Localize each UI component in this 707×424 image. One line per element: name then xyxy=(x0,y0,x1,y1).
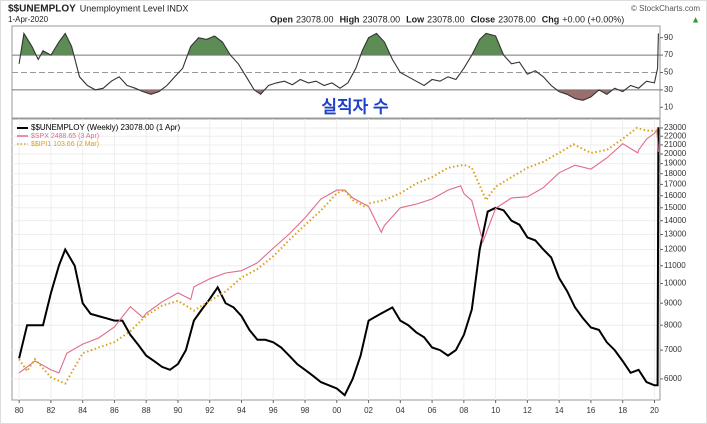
y-tick-label: 9000 xyxy=(664,298,682,307)
quote-value: 23078.00 xyxy=(296,14,334,24)
quote-value: 23078.00 xyxy=(427,14,465,24)
y-tick-label: 11000 xyxy=(664,261,686,270)
quote-value: +0.00 (+0.00%) xyxy=(562,14,624,24)
quote-value: 23078.00 xyxy=(498,14,536,24)
x-tick-label: 94 xyxy=(237,406,246,415)
y-tick-label: 7000 xyxy=(664,345,682,354)
y-tick-label: 6000 xyxy=(664,374,682,383)
x-tick-label: 82 xyxy=(46,406,55,415)
y-tick-label: 23000 xyxy=(664,123,687,132)
annotation: 실직자 수 xyxy=(321,97,389,116)
x-tick-label: 90 xyxy=(174,406,183,415)
x-tick-label: 08 xyxy=(459,406,468,415)
quote-label: Chg xyxy=(542,14,560,24)
x-tick-label: 86 xyxy=(110,406,119,415)
x-tick-label: 80 xyxy=(15,406,24,415)
credit: © StockCharts.com xyxy=(631,4,700,13)
overbought-fill xyxy=(19,33,659,56)
x-tick-label: 10 xyxy=(491,406,500,415)
x-tick-label: 06 xyxy=(428,406,437,415)
y-tick-label: 13000 xyxy=(664,230,687,239)
x-tick-label: 18 xyxy=(618,406,627,415)
description: Unemployment Level INDX xyxy=(80,3,189,13)
x-tick-label: 20 xyxy=(650,406,659,415)
series-line xyxy=(18,31,659,101)
date: 1-Apr-2020 xyxy=(8,15,49,24)
x-tick-label: 98 xyxy=(301,406,310,415)
y-tick-label: 90 xyxy=(664,33,673,42)
y-tick-label: 16000 xyxy=(664,191,687,200)
y-tick-label: 8000 xyxy=(664,320,682,329)
quote-label: Close xyxy=(471,14,496,24)
x-tick-label: 12 xyxy=(523,406,532,415)
y-tick-label: 10000 xyxy=(664,279,687,288)
y-tick-label: 15000 xyxy=(664,203,687,212)
x-tick-label: 92 xyxy=(205,406,214,415)
y-tick-label: 30 xyxy=(664,85,673,94)
x-tick-label: 16 xyxy=(586,406,595,415)
y-tick-label: 70 xyxy=(664,50,673,59)
x-tick-label: 04 xyxy=(396,406,405,415)
x-tick-label: 00 xyxy=(332,406,341,415)
x-tick-label: 96 xyxy=(269,406,278,415)
direction: ▲ xyxy=(691,14,700,24)
quote-label: Open xyxy=(270,14,293,24)
symbol: $$UNEMPLOY xyxy=(8,4,76,15)
y-tick-label: 50 xyxy=(664,68,673,77)
y-tick-label: 14000 xyxy=(664,216,687,225)
y-tick-label: 12000 xyxy=(664,245,687,254)
y-tick-label: 17000 xyxy=(664,180,687,189)
legend-label: $$UNEMPLOY (Weekly) 23078.00 (1 Apr) xyxy=(31,123,180,132)
y-tick-label: 18000 xyxy=(664,169,687,178)
x-tick-label: 14 xyxy=(555,406,564,415)
y-tick-label: 21000 xyxy=(664,140,687,149)
oversold-fill xyxy=(139,89,625,101)
y-tick-label: 22000 xyxy=(664,131,687,140)
legend-label: $SPX 2488.65 (3 Apr) xyxy=(31,133,99,140)
quote-label: Low xyxy=(406,14,425,24)
series-line xyxy=(18,128,659,374)
x-tick-label: 88 xyxy=(142,406,151,415)
x-tick-label: 84 xyxy=(78,406,87,415)
x-tick-label: 02 xyxy=(364,406,373,415)
legend-label: $$IPI1 103.66 (2 Mar) xyxy=(31,141,99,148)
y-tick-label: 10 xyxy=(664,102,673,111)
y-tick-label: 20000 xyxy=(664,149,687,158)
y-tick-label: 19000 xyxy=(664,159,687,168)
series-line xyxy=(18,127,660,397)
quote-value: 23078.00 xyxy=(363,14,401,24)
plot-frame xyxy=(11,118,661,401)
quote-label: High xyxy=(340,14,360,24)
